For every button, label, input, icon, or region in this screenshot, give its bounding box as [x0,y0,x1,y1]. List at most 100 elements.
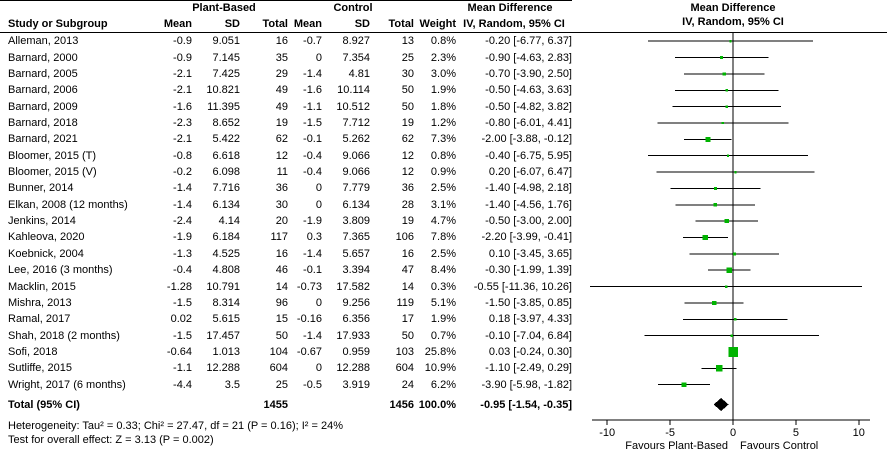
control-sd: 12.288 [336,362,370,375]
ci-text: 0.10 [-3.45, 3.65] [488,247,572,260]
study-row: Jenkins, 2014 -2.4 4.14 20 -1.9 3.809 19 4.7% -0… [0,213,572,229]
study-weight: 0.9% [430,166,456,179]
treatment-mean: -1.4 [173,182,192,195]
effect-square [729,39,732,43]
favours-right-label: Favours Control [740,440,818,452]
control-total: 16 [401,247,414,260]
study-row: Alleman, 2013 -0.9 9.051 16 -0.7 8.927 13 0.8% -… [0,33,572,49]
ci-text: -0.70 [-3.90, 2.50] [485,67,572,80]
summary-diamond [713,398,729,411]
study-weight: 6.2% [430,378,456,391]
tick-label: -5 [665,427,675,439]
control-total: 604 [395,362,414,375]
study-name: Sutliffe, 2015 [8,362,73,375]
treatment-total: 15 [275,313,288,326]
md-column-title: Mean Difference [467,2,553,14]
study-row: Barnard, 2000 -0.9 7.145 35 0 7.354 25 2.3% -0.9… [0,49,572,65]
treatment-sd: 6.184 [212,231,240,244]
ci-text: -2.20 [-3.99, -0.41] [481,231,573,244]
study-name: Kahleova, 2020 [8,231,85,244]
total-label: Total (95% CI) [8,398,80,411]
control-sd: 3.394 [342,264,370,277]
effect-square [713,203,718,207]
ci-text: -1.40 [-4.56, 1.76] [485,198,572,211]
effect-square [716,365,723,372]
study-row: Barnard, 2006 -2.1 10.821 49 -1.6 10.114 50 1.9… [0,82,572,98]
study-weight: 2.3% [430,51,456,64]
ci-column-header: IV, Random, 95% CI [463,18,565,30]
control-mean: -1.1 [303,100,322,113]
study-weight: 2.5% [430,247,456,260]
study-weight: 0.8% [430,149,456,162]
control-total: 50 [401,84,414,97]
treatment-sd: 12.288 [206,362,240,375]
treatment-sd: 3.5 [224,378,240,391]
study-weight: 3.0% [430,67,456,80]
study-name: Elkan, 2008 (12 months) [8,198,128,211]
total-weight: 100.0% [418,398,456,411]
ci-text: -0.30 [-1.99, 1.39] [485,264,572,277]
treatment-total: 604 [269,362,288,375]
control-mean: -0.1 [303,133,322,146]
treatment-total: 49 [275,84,288,97]
ci-text: 0.18 [-3.97, 4.33] [488,313,572,326]
study-name: Barnard, 2000 [8,51,78,64]
treatment-sd: 7.145 [212,51,240,64]
study-weight: 1.2% [430,116,456,129]
control-mean: -1.9 [303,215,322,228]
ci-text: -1.10 [-2.49, 0.29] [485,362,572,375]
control-sd: 6.134 [342,198,370,211]
treatment-mean: -4.4 [173,378,192,391]
control-total: 50 [401,100,414,113]
control-total: 106 [395,231,414,244]
treatment-total: 20 [275,215,288,228]
study-weight: 7.8% [430,231,456,244]
treatment-mean: -1.5 [173,296,192,309]
control-total: 62 [401,133,414,146]
ci-text: -0.50 [-4.82, 3.82] [485,100,572,113]
treatment-sd: 6.134 [212,198,240,211]
control-total: 24 [401,378,414,391]
treatment-mean: -1.6 [173,100,192,113]
total-control-n: 1456 [389,398,414,411]
study-name: Barnard, 2005 [8,67,78,80]
effect-square [705,136,711,142]
study-weight: 1.9% [430,84,456,97]
study-col-header: Study or Subgroup [8,18,108,30]
treatment-sd: 4.525 [212,247,240,260]
control-mean: 0 [315,198,322,211]
treatment-total: 14 [275,280,288,293]
study-name: Barnard, 2018 [8,116,78,129]
treatment-total: 30 [275,198,288,211]
column-header-row: Study or Subgroup Mean SD Total Mean SD … [0,16,572,32]
ci-text: -0.55 [-11.36, 10.26] [473,280,572,293]
study-name: Barnard, 2009 [8,100,78,113]
control-mean: -0.4 [303,166,322,179]
effect-square [713,186,717,190]
study-row: Elkan, 2008 (12 months) -1.4 6.134 30 0 6.134… [0,197,572,213]
control-total: 25 [401,51,414,64]
control-mean: -1.4 [303,67,322,80]
study-row: Koebnick, 2004 -1.3 4.525 16 -1.4 5.657 16 2.5%… [0,246,572,262]
effect-square [721,121,725,125]
treatment-mean: -1.5 [173,329,192,342]
control-sd: 4.81 [348,67,370,80]
control-total: 13 [401,35,414,48]
treatment-sd: 10.821 [206,84,240,97]
ci-text: 0.03 [-0.24, 0.30] [488,346,572,358]
treatment-total: 36 [275,182,288,195]
favours-left-label: Favours Plant-Based [625,440,728,452]
ci-text: -0.20 [-6.77, 6.37] [485,35,572,48]
study-name: Bloomer, 2015 (T) [8,149,97,162]
study-name: Bloomer, 2015 (V) [8,166,97,179]
study-weight: 2.5% [430,182,456,195]
treatment-total: 46 [275,264,288,277]
treatment-total: 16 [275,247,288,260]
control-total: 50 [401,329,414,342]
treatment-mean: -0.2 [173,166,192,179]
study-row: Kahleova, 2020 -1.9 6.184 117 0.3 7.365 106 7.8… [0,229,572,245]
control-total: 47 [401,264,414,277]
ci-text: -0.40 [-6.75, 5.95] [485,149,572,162]
control-total-header: Total [388,18,414,30]
study-name: Barnard, 2021 [8,133,78,146]
